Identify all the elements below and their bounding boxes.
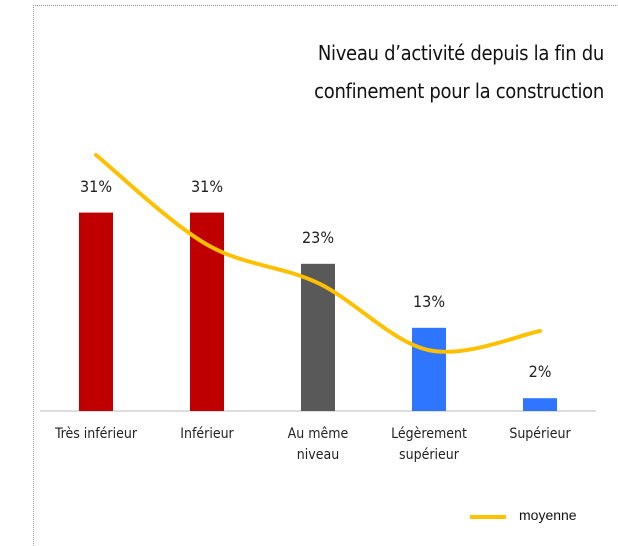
bar — [523, 398, 557, 411]
data-label: 31% — [191, 176, 223, 196]
legend-label: moyenne — [519, 507, 577, 523]
frame — [33, 5, 618, 546]
x-tick-label: Inférieur — [180, 426, 234, 442]
data-label: 2% — [528, 362, 552, 382]
bar — [301, 263, 335, 411]
x-tick-label: Très inférieur — [54, 426, 138, 442]
chart-title: Niveau d’activité depuis la fin du confi… — [314, 41, 604, 103]
bar — [412, 327, 446, 411]
x-tick-label: Au même niveau — [287, 426, 349, 463]
line — [94, 153, 542, 354]
x-tick-label: Supérieur — [509, 426, 571, 442]
bar — [79, 212, 113, 411]
data-label: 31% — [80, 176, 112, 196]
data-label: 13% — [413, 291, 445, 311]
x-tick-label: Légèrement supérieur — [391, 426, 467, 463]
plot — [40, 153, 596, 519]
data-label: 23% — [302, 227, 334, 247]
chart: Niveau d’activité depuis la fin du confi… — [33, 5, 618, 546]
